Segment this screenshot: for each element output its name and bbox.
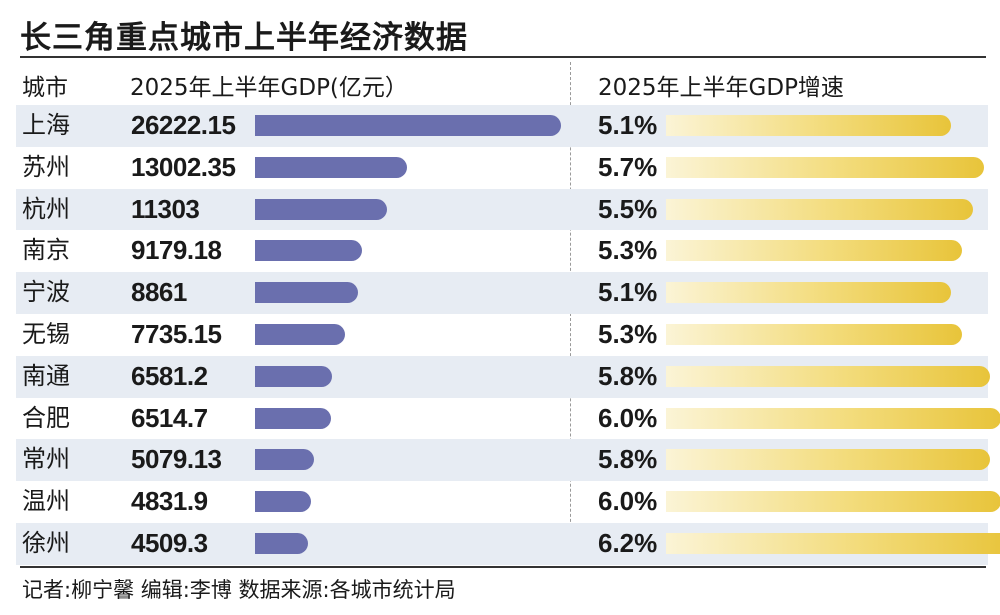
gdp-value-label: 4831.9 xyxy=(131,486,208,517)
gdp-bar xyxy=(255,115,561,136)
gdp-bar xyxy=(255,365,332,387)
table-row: 南通 6581.2 5.8% xyxy=(16,355,990,398)
bottom-rule xyxy=(20,566,986,568)
gdp-bar xyxy=(255,240,363,262)
city-label: 温州 xyxy=(22,487,70,516)
gdp-bar xyxy=(255,323,346,345)
growth-bar xyxy=(666,240,962,262)
gdp-value-label: 11303 xyxy=(131,193,200,224)
growth-value-label: 5.3% xyxy=(598,318,658,349)
city-label: 合肥 xyxy=(22,403,70,432)
gdp-bar xyxy=(255,407,332,429)
table-row: 温州 4831.9 6.0% xyxy=(16,481,1000,523)
gdp-value-label: 7735.15 xyxy=(131,318,222,349)
growth-bar xyxy=(666,407,1000,429)
city-label: 苏州 xyxy=(22,152,70,181)
growth-value-label: 6.0% xyxy=(598,402,658,433)
gdp-bar xyxy=(255,532,308,554)
gdp-bar xyxy=(255,491,312,513)
table-row: 常州 5079.13 5.8% xyxy=(16,439,990,482)
growth-bar xyxy=(666,491,1000,513)
chart-title: 长三角重点城市上半年经济数据 xyxy=(20,20,468,56)
table-row: 徐州 4509.3 6.2% xyxy=(16,522,1000,565)
table-row: 宁波 8861 5.1% xyxy=(16,272,988,314)
growth-value-label: 6.2% xyxy=(598,527,658,558)
growth-value-label: 5.8% xyxy=(598,360,658,391)
city-label: 常州 xyxy=(22,445,70,474)
header-city: 城市 xyxy=(22,75,68,101)
gdp-value-label: 8861 xyxy=(131,277,187,308)
table-row: 南京 9179.18 5.3% xyxy=(16,230,988,272)
gdp-value-label: 26222.15 xyxy=(131,110,236,140)
growth-value-label: 5.8% xyxy=(598,444,658,475)
city-label: 上海 xyxy=(22,111,70,139)
gdp-bar xyxy=(255,198,387,220)
city-label: 宁波 xyxy=(22,278,70,307)
gdp-bar xyxy=(255,156,407,178)
growth-bar xyxy=(666,156,985,178)
growth-bar xyxy=(666,323,962,345)
table-row: 合肥 6514.7 6.0% xyxy=(16,398,1000,440)
table-row: 上海 26222.15 5.1% xyxy=(16,105,988,147)
gdp-value-label: 5079.13 xyxy=(131,444,222,475)
growth-bar xyxy=(666,115,951,136)
gdp-value-label: 6581.2 xyxy=(131,360,208,391)
gdp-value-label: 13002.35 xyxy=(131,151,236,182)
growth-bar xyxy=(666,365,990,387)
growth-bar xyxy=(666,449,990,471)
city-label: 徐州 xyxy=(22,528,70,557)
growth-value-label: 5.1% xyxy=(598,277,658,308)
city-label: 无锡 xyxy=(22,319,70,348)
table-row: 苏州 13002.35 5.7% xyxy=(16,147,988,189)
growth-value-label: 6.0% xyxy=(598,486,658,517)
table-row: 无锡 7735.15 5.3% xyxy=(16,314,988,356)
city-label: 南通 xyxy=(22,361,70,390)
growth-bar xyxy=(666,532,1000,554)
header-growth: 2025年上半年GDP增速 xyxy=(598,75,844,101)
gdp-bar xyxy=(255,449,315,471)
gdp-value-label: 9179.18 xyxy=(131,235,222,266)
data-table: 上海 26222.15 5.1% 苏州 13002.35 5.7% 杭州 11303 5.5% 南… xyxy=(16,105,1000,565)
credit-line: 记者:柳宁馨 编辑:李博 数据来源:各城市统计局 xyxy=(22,578,456,602)
growth-bar xyxy=(666,198,973,220)
growth-value-label: 5.7% xyxy=(598,151,658,182)
gdp-value-label: 4509.3 xyxy=(131,527,208,558)
table-row: 杭州 11303 5.5% xyxy=(16,188,988,231)
title-rule xyxy=(20,56,986,58)
growth-value-label: 5.3% xyxy=(598,235,658,266)
city-label: 杭州 xyxy=(22,194,70,223)
growth-bar xyxy=(666,282,951,304)
header-gdp: 2025年上半年GDP(亿元） xyxy=(130,75,408,101)
growth-value-label: 5.1% xyxy=(598,110,658,140)
city-label: 南京 xyxy=(22,236,70,265)
gdp-value-label: 6514.7 xyxy=(131,402,208,433)
gdp-bar xyxy=(255,282,359,304)
growth-value-label: 5.5% xyxy=(598,193,658,224)
